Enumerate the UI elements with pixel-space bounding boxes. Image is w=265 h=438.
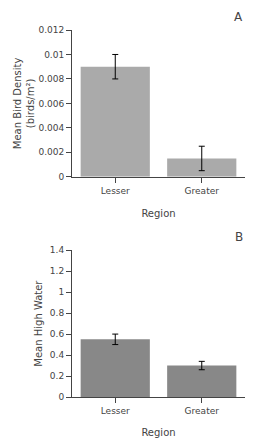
svg-text:1.4: 1.4 [50,245,65,255]
svg-text:0.012: 0.012 [38,25,64,35]
svg-text:0.004: 0.004 [38,123,64,133]
svg-text:0.6: 0.6 [50,329,65,339]
svg-text:Lesser: Lesser [101,406,130,416]
svg-text:Region: Region [141,427,175,438]
svg-text:0.4: 0.4 [50,350,65,360]
svg-text:1.2: 1.2 [50,266,64,276]
svg-text:Mean Bird Density(birds/m²): Mean Bird Density(birds/m²) [12,58,36,150]
svg-text:B: B [235,230,243,244]
svg-text:0.01: 0.01 [44,50,64,60]
svg-text:0.008: 0.008 [38,74,64,84]
svg-text:Greater: Greater [185,406,220,416]
svg-text:Greater: Greater [185,186,220,196]
svg-text:0: 0 [58,172,64,182]
svg-text:0.2: 0.2 [50,371,64,381]
svg-text:Region: Region [141,208,175,219]
svg-text:Mean High Water: Mean High Water [33,280,44,367]
svg-text:0.8: 0.8 [50,308,65,318]
svg-text:A: A [234,10,243,24]
svg-text:0.006: 0.006 [38,99,64,109]
svg-text:1: 1 [58,287,64,297]
svg-text:0.002: 0.002 [38,147,64,157]
svg-text:Lesser: Lesser [101,186,130,196]
svg-text:0: 0 [58,392,64,402]
